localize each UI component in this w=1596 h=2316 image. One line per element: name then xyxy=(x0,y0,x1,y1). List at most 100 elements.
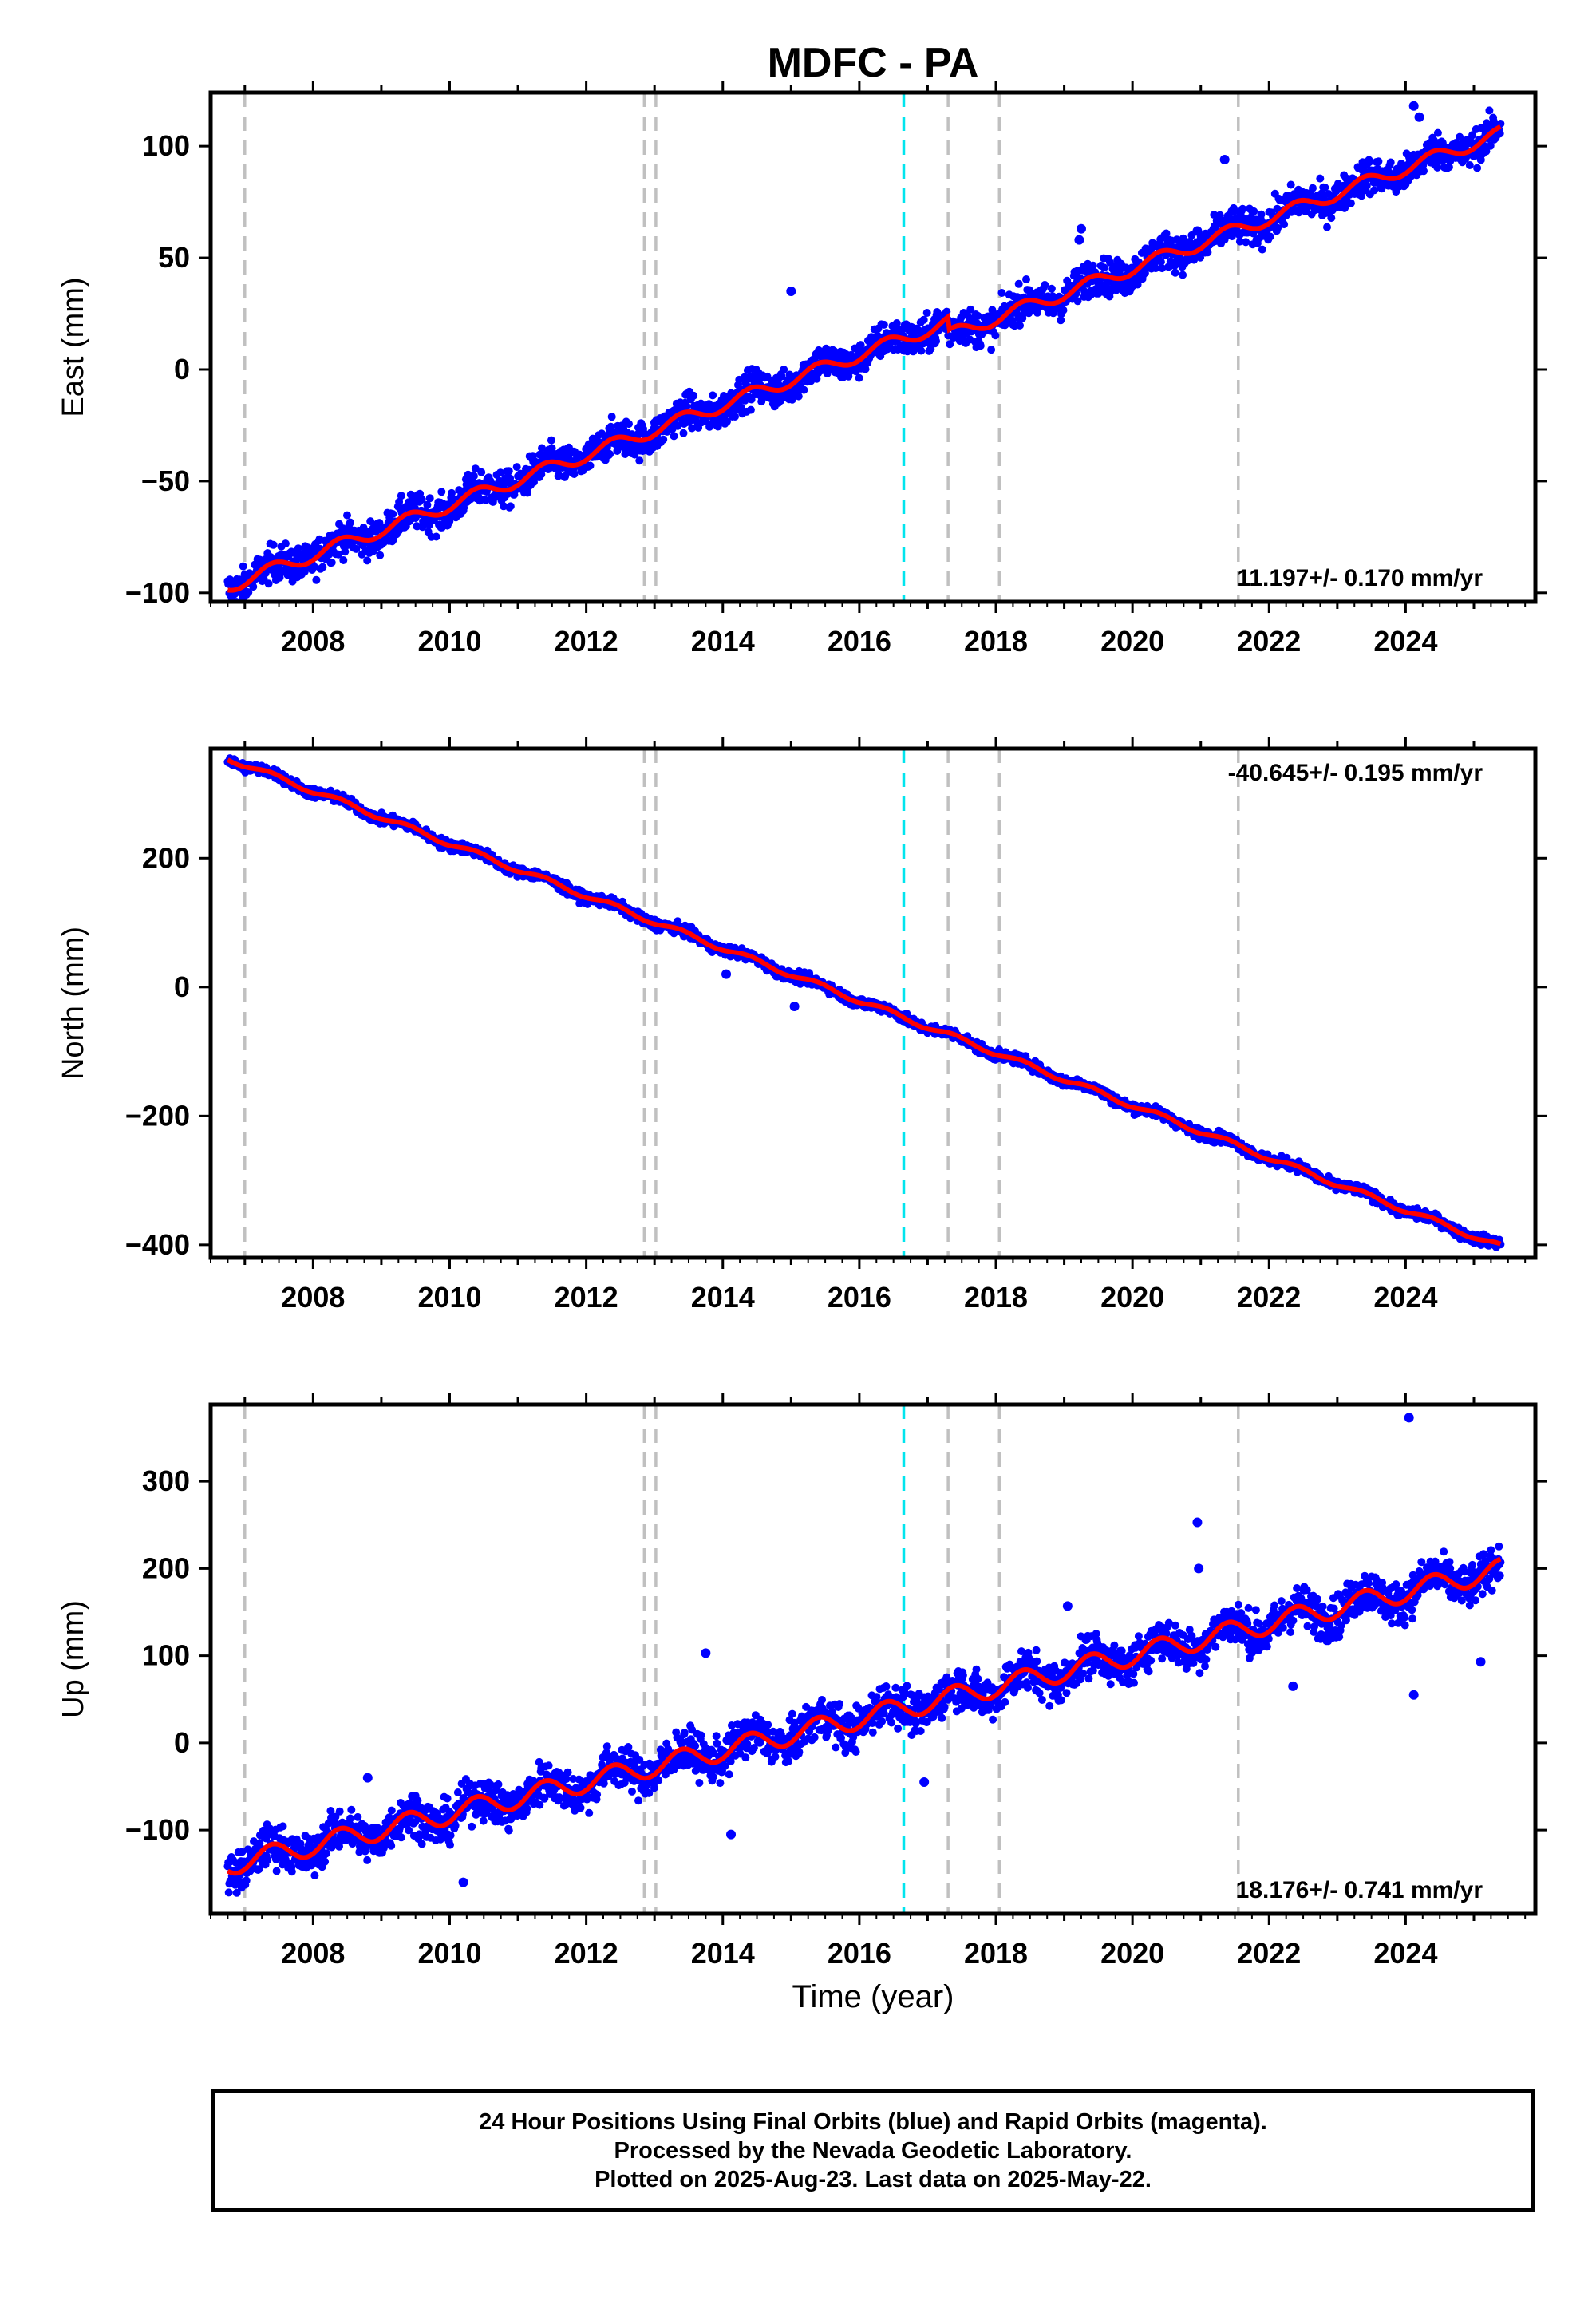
data-point xyxy=(1280,220,1289,229)
data-point xyxy=(1473,164,1482,172)
panel-east: 2008 2010 2012 2014 2016 2018 2020 2022 2024−100… xyxy=(57,81,1547,658)
data-point xyxy=(586,461,595,470)
data-point xyxy=(376,551,385,559)
data-point xyxy=(448,488,456,497)
data-point xyxy=(1100,263,1108,272)
data-point xyxy=(1482,147,1491,156)
data-point xyxy=(375,519,384,528)
data-point xyxy=(1014,279,1023,288)
panels-group: 2008 2010 2012 2014 2016 2018 2020 2022 2024−100… xyxy=(57,81,1547,1970)
data-point xyxy=(363,556,372,565)
model-fit-line-east xyxy=(227,124,1502,593)
outlier-point xyxy=(1408,101,1419,111)
data-point xyxy=(1047,284,1056,293)
data-point xyxy=(1203,248,1212,257)
data-point xyxy=(425,494,434,503)
data-point xyxy=(1088,261,1097,270)
outlier-point xyxy=(1192,226,1203,236)
data-point xyxy=(991,331,1000,340)
data-point xyxy=(339,556,348,564)
outlier-point xyxy=(1219,154,1230,164)
data-point xyxy=(926,345,935,354)
data-point xyxy=(1162,229,1171,238)
data-point xyxy=(352,544,361,553)
data-point xyxy=(1158,264,1167,273)
data-point xyxy=(1122,263,1130,272)
data-point xyxy=(1133,280,1142,289)
panel-north: 2008 2010 2012 2014 2016 2018 2020 2022 2024−400… xyxy=(57,737,1547,1314)
data-point xyxy=(1444,163,1453,172)
data-point xyxy=(966,305,975,314)
data-point xyxy=(688,424,697,433)
event-lines-east xyxy=(243,93,1240,602)
data-point xyxy=(445,517,454,525)
data-point xyxy=(506,502,515,511)
outlier-point xyxy=(789,1002,800,1012)
data-point xyxy=(1059,306,1068,314)
data-point xyxy=(1346,199,1355,207)
data-point xyxy=(856,341,865,350)
rate-annotation: 11.197+/- 0.170 mm/yr xyxy=(1237,565,1483,591)
data-point xyxy=(1370,186,1379,195)
data-point xyxy=(746,405,755,414)
data-point xyxy=(1140,269,1149,278)
data-point xyxy=(674,421,682,430)
data-point xyxy=(1057,316,1065,325)
data-point xyxy=(1274,223,1282,232)
x-tick-label: 2014 xyxy=(691,625,755,658)
data-point xyxy=(682,401,691,410)
data-point xyxy=(423,500,432,509)
data-point xyxy=(917,346,926,355)
data-point xyxy=(1025,286,1033,294)
data-point xyxy=(946,340,954,349)
y-tick-label: 100 xyxy=(142,129,190,162)
data-point xyxy=(607,413,616,421)
data-point xyxy=(1179,271,1187,279)
data-point xyxy=(919,315,928,324)
data-point xyxy=(987,346,996,354)
data-point xyxy=(1152,264,1160,273)
data-point xyxy=(998,289,1006,297)
data-point xyxy=(297,551,306,559)
data-point xyxy=(731,413,739,421)
data-point xyxy=(389,510,397,518)
y-tick-label: 0 xyxy=(174,353,190,385)
data-point xyxy=(1433,163,1442,172)
x-tick-label: 2018 xyxy=(964,625,1028,658)
x-tick-label: 2012 xyxy=(555,625,618,658)
figure-title: MDFC - PA xyxy=(768,40,979,86)
data-point xyxy=(269,540,278,549)
data-point xyxy=(679,429,688,437)
data-point xyxy=(1156,258,1165,267)
data-point xyxy=(932,337,940,346)
data-point xyxy=(1468,131,1477,140)
data-point xyxy=(1258,245,1266,254)
data-point xyxy=(1210,211,1219,219)
data-point xyxy=(547,436,555,445)
data-point xyxy=(1357,192,1366,200)
data-point xyxy=(1309,184,1317,192)
data-point xyxy=(244,588,253,597)
y-tick-label: −50 xyxy=(141,464,190,497)
data-point xyxy=(1235,237,1244,246)
data-point xyxy=(496,468,505,477)
data-point xyxy=(249,583,258,591)
data-point xyxy=(334,550,343,559)
data-point xyxy=(1495,129,1504,138)
data-point xyxy=(1365,158,1374,166)
data-point xyxy=(1227,232,1236,241)
data-point xyxy=(575,450,584,459)
data-point xyxy=(1433,128,1442,137)
model-fit-line-north xyxy=(226,757,1502,1247)
data-point xyxy=(625,420,633,429)
data-point xyxy=(318,563,327,571)
data-point xyxy=(1316,174,1325,183)
x-tick-label: 2008 xyxy=(281,625,345,658)
data-point xyxy=(343,511,351,520)
data-point xyxy=(800,385,808,394)
data-point xyxy=(469,472,478,480)
data-point xyxy=(1257,210,1266,219)
data-point xyxy=(341,547,350,556)
data-point xyxy=(1486,141,1495,150)
data-point xyxy=(1250,207,1258,215)
